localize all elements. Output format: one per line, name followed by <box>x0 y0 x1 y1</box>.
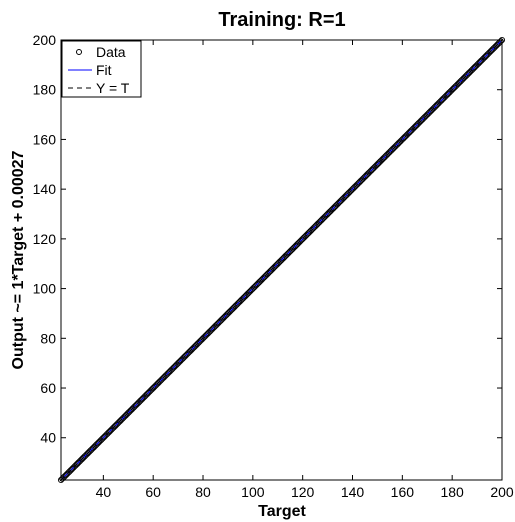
legend-label-yt: Y = T <box>96 80 130 96</box>
x-tick-label: 120 <box>291 484 315 500</box>
reference-line-y-equals-t <box>60 39 503 481</box>
plot-data-layer <box>57 36 506 484</box>
y-tick-label: 120 <box>33 231 57 247</box>
x-tick-label: 100 <box>241 484 265 500</box>
legend: Data Fit Y = T <box>61 40 142 98</box>
legend-data-marker <box>76 49 82 55</box>
x-tick-label: 80 <box>195 484 211 500</box>
y-tick-label: 40 <box>40 430 56 446</box>
y-tick-label: 140 <box>33 181 57 197</box>
chart-title: Training: R=1 <box>218 9 345 31</box>
x-axis-label: Target <box>258 503 306 520</box>
x-tick-label: 200 <box>490 484 514 500</box>
y-tick-label: 160 <box>33 131 57 147</box>
x-tick-label: 160 <box>391 484 415 500</box>
legend-box <box>61 40 142 98</box>
y-tick-label: 80 <box>40 330 56 346</box>
data-series-points <box>57 36 506 484</box>
x-tick-label: 60 <box>145 484 161 500</box>
data-point <box>497 38 504 45</box>
x-tick-label: 180 <box>440 484 464 500</box>
axes-layer <box>60 39 503 481</box>
y-axis-label: Output ~= 1*Target + 0.00027 <box>10 150 27 369</box>
x-tick-label: 40 <box>96 484 112 500</box>
y-tick-label: 60 <box>40 380 56 396</box>
y-tick-label: 100 <box>33 281 57 297</box>
legend-label-data: Data <box>96 44 126 60</box>
y-tick-label: 200 <box>33 32 57 48</box>
ticks-layer: 40 60 80 100 120 140 160 180 200 40 60 80 100 120 140 1… <box>33 32 514 500</box>
legend-label-fit: Fit <box>96 62 112 78</box>
y-tick-label: 180 <box>33 82 57 98</box>
plot-frame <box>60 39 503 481</box>
x-tick-label: 140 <box>341 484 365 500</box>
